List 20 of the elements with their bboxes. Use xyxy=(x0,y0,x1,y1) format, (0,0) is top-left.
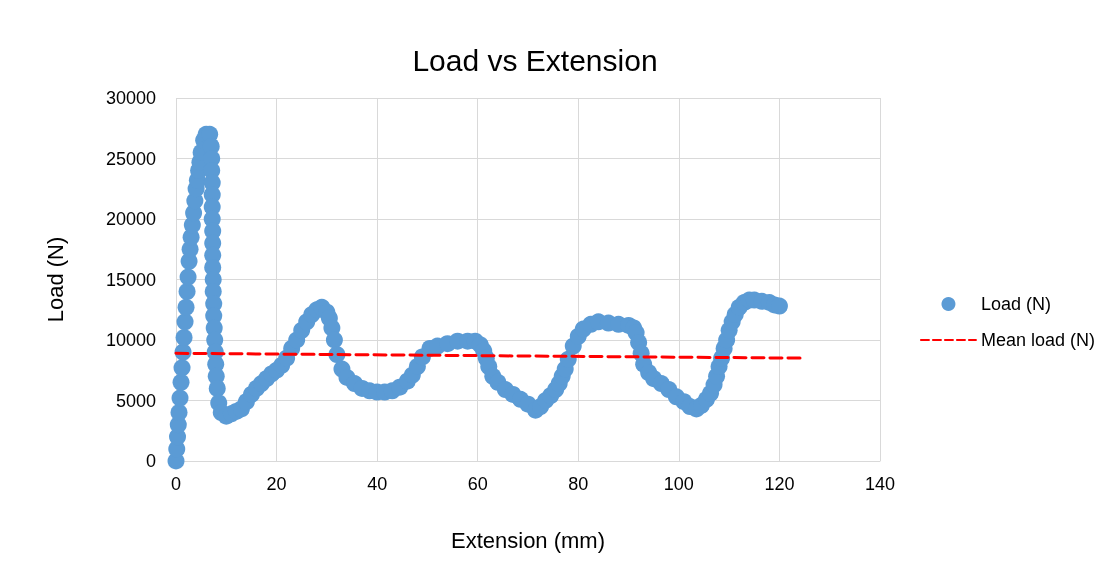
y-axis-title: Load (N) xyxy=(42,236,68,323)
y-tick-label: 5000 xyxy=(115,390,156,411)
x-tick-label: 0 xyxy=(170,474,182,494)
x-tick-label: 120 xyxy=(764,474,795,494)
x-tick-label: 60 xyxy=(467,474,488,494)
x-axis-title: Extension (mm) xyxy=(450,527,606,553)
y-tick-label: 30000 xyxy=(105,88,156,108)
x-tick-label: 40 xyxy=(367,474,388,494)
x-tick-label: 100 xyxy=(663,474,694,494)
legend-label: Mean load (N) xyxy=(980,330,1095,350)
legend-label: Load (N) xyxy=(980,294,1051,314)
y-tick-label: 15000 xyxy=(105,269,156,290)
x-tick-label: 80 xyxy=(568,474,589,494)
x-tick-label: 140 xyxy=(864,474,896,494)
chart-title: Load vs Extension xyxy=(412,43,658,77)
y-tick-label: 10000 xyxy=(105,330,156,350)
x-tick-label: 20 xyxy=(266,474,287,494)
y-tick-label: 20000 xyxy=(105,209,156,229)
y-tick-label: 0 xyxy=(145,451,156,471)
y-tick-label: 25000 xyxy=(105,148,156,169)
